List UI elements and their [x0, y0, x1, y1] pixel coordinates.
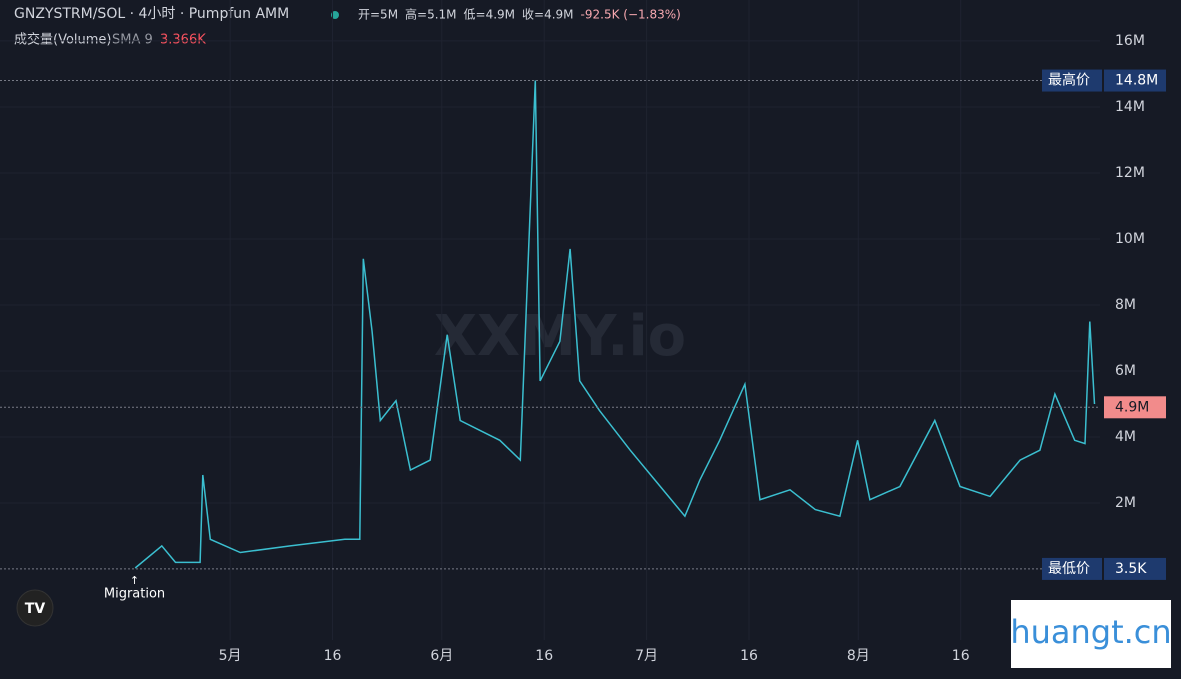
x-tick-label: 16 — [535, 648, 553, 664]
level-label: 14.8M — [1115, 73, 1158, 89]
badge-bg — [1011, 600, 1171, 668]
logo-mark: TV — [25, 601, 46, 617]
y-tick-label: 16M — [1115, 33, 1145, 49]
x-tick-label: 7月 — [635, 648, 658, 664]
indicator-value: 3.366K — [160, 33, 206, 48]
x-tick-label: 6月 — [430, 648, 453, 664]
level-name: 最高价 — [1048, 72, 1090, 89]
x-tick-label: 16 — [324, 648, 342, 664]
ohlc-item: 低=4.9M — [464, 8, 516, 22]
annotation: Migration — [104, 587, 165, 602]
annotation-arrow: ↑ — [130, 574, 139, 587]
x-tick-label: 16 — [740, 648, 758, 664]
level-box — [1104, 557, 1166, 580]
level-name-box — [1042, 557, 1102, 580]
y-tick-label: 6M — [1115, 363, 1136, 379]
indicator-name: 成交量(Volume) — [14, 32, 112, 48]
y-tick-label: 10M — [1115, 231, 1145, 247]
ohlc-item: -92.5K (−1.83%) — [581, 8, 681, 22]
level-name: 最低价 — [1048, 561, 1090, 577]
x-tick-label: 8月 — [847, 648, 870, 664]
ohlc-item: 收=4.9M — [522, 8, 574, 22]
y-tick-label: 12M — [1115, 165, 1145, 181]
indicator-sma: SMA 9 — [112, 33, 153, 48]
price-line — [134, 80, 1096, 569]
ohlc-item: 高=5.1M — [405, 7, 457, 22]
level-label: 3.5K — [1115, 561, 1147, 577]
level-label: 4.9M — [1115, 399, 1149, 415]
y-tick-label: 2M — [1115, 495, 1136, 511]
logo — [16, 589, 54, 627]
y-tick-label: 8M — [1115, 297, 1136, 313]
x-tick-label: 16 — [952, 648, 970, 664]
y-tick-label: 4M — [1115, 429, 1136, 445]
chart-title: GNZYSTRM/SOL · 4小时 · Pumpfun AMM — [14, 6, 289, 22]
level-box — [1104, 396, 1166, 419]
ohlc-item: 开=5M — [358, 8, 398, 22]
y-tick-label: 14M — [1115, 99, 1145, 115]
level-box — [1104, 69, 1166, 92]
badge: huangt.cn — [1010, 613, 1171, 651]
level-name-box — [1042, 69, 1102, 92]
x-tick-label: 5月 — [219, 648, 242, 664]
